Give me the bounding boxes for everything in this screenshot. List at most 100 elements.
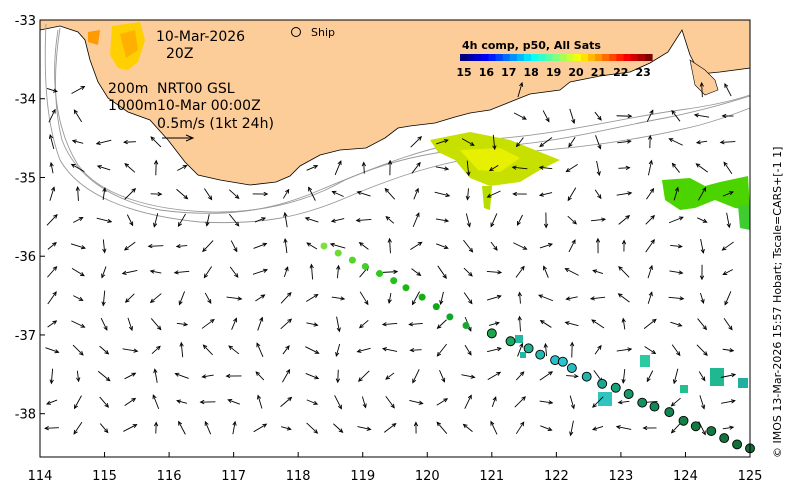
current-arrow: [359, 291, 369, 305]
current-arrow: [435, 243, 449, 249]
current-arrow: [570, 420, 574, 436]
ship-track-point: [390, 277, 398, 285]
current-arrow-head: [105, 376, 111, 382]
current-arrow: [204, 292, 212, 304]
current-arrow: [618, 266, 630, 278]
current-arrow-head: [648, 159, 653, 165]
current-arrow-head: [73, 404, 79, 410]
current-arrow: [356, 218, 372, 222]
current-arrow-head: [462, 423, 468, 429]
current-arrow-head: [408, 322, 414, 327]
current-arrow-head: [439, 300, 444, 306]
ship-track-point: [597, 378, 608, 389]
current-arrow-head: [205, 221, 210, 227]
current-arrow: [50, 368, 54, 384]
current-arrow-head: [565, 167, 571, 173]
ship-icon: [291, 27, 301, 37]
current-arrow-head: [728, 325, 733, 331]
current-arrow-head: [441, 377, 446, 383]
current-arrow: [49, 187, 55, 201]
current-arrow: [150, 318, 162, 330]
current-arrow: [463, 267, 473, 277]
current-arrow: [567, 215, 577, 225]
current-arrow-head: [54, 349, 60, 354]
current-arrow-head: [490, 420, 495, 426]
current-arrow: [722, 191, 734, 197]
current-arrow-head: [178, 300, 183, 306]
current-arrow: [255, 371, 265, 381]
current-arrow-head: [538, 192, 544, 197]
current-arrow: [490, 241, 498, 251]
colorbar-segment: [545, 54, 554, 61]
colorbar-segment: [524, 54, 532, 61]
current-arrow: [175, 373, 189, 379]
current-arrow-head: [649, 109, 654, 115]
current-arrow-head: [564, 268, 570, 273]
current-arrow-head: [417, 136, 423, 141]
current-arrow-head: [493, 246, 498, 251]
current-arrow: [202, 374, 214, 378]
colorbar-segment: [502, 54, 511, 61]
ship-track-point: [348, 256, 356, 264]
current-arrow-head: [128, 326, 133, 332]
current-arrow-head: [497, 270, 503, 275]
current-arrow: [73, 217, 83, 223]
current-arrow-head: [150, 136, 156, 141]
current-arrow-head: [679, 296, 685, 301]
current-arrow-head: [178, 420, 183, 426]
current-arrow: [306, 399, 318, 405]
current-arrow: [206, 214, 210, 226]
current-arrow-head: [538, 294, 544, 299]
current-arrow: [618, 293, 630, 303]
ship-label: Ship: [311, 26, 335, 39]
current-arrow-head: [256, 342, 261, 348]
current-arrow: [697, 217, 707, 223]
current-arrow-head: [668, 138, 674, 143]
current-arrow-head: [519, 371, 525, 376]
current-arrow: [201, 319, 215, 329]
current-arrow: [333, 423, 343, 433]
x-tick-label: 118: [286, 469, 311, 484]
current-arrow-head: [52, 291, 57, 297]
current-arrow: [71, 320, 85, 328]
current-vectors: [44, 81, 737, 437]
current-arrow-head: [723, 161, 728, 167]
current-arrow-head: [79, 272, 85, 277]
current-arrow: [622, 318, 626, 330]
current-arrow-head: [387, 298, 392, 304]
current-arrow-head: [362, 403, 367, 409]
current-arrow: [180, 342, 184, 358]
current-arrow: [176, 400, 188, 404]
current-arrow-head: [470, 374, 476, 379]
current-arrow: [282, 345, 290, 355]
current-arrow-head: [199, 399, 205, 405]
current-arrow-head: [569, 341, 575, 347]
current-arrow-head: [646, 377, 651, 383]
current-arrow: [102, 239, 106, 253]
current-arrow-head: [227, 399, 233, 404]
current-arrow-head: [49, 379, 54, 385]
current-arrow-head: [700, 248, 705, 254]
current-arrow: [410, 349, 422, 351]
current-arrow-head: [538, 165, 544, 170]
ship-track-point: [732, 439, 743, 450]
ship-track-point: [361, 262, 369, 270]
current-arrow: [176, 245, 188, 247]
current-arrow: [724, 291, 732, 305]
current-arrow-head: [157, 191, 163, 197]
current-arrow-head: [730, 399, 736, 404]
current-arrow: [440, 291, 444, 305]
current-arrow-head: [724, 300, 729, 306]
current-arrow-head: [729, 348, 735, 353]
current-arrow: [306, 322, 318, 326]
current-arrow: [228, 399, 240, 405]
depth-200-label: 200m: [108, 81, 148, 97]
current-arrow: [306, 422, 318, 434]
current-arrow-head: [102, 248, 107, 254]
current-arrow: [596, 160, 600, 176]
current-arrow: [410, 241, 422, 251]
colorbar-segment: [552, 54, 561, 61]
current-arrow-head: [539, 320, 545, 325]
current-arrow: [616, 192, 632, 196]
current-arrow-head: [728, 191, 734, 196]
